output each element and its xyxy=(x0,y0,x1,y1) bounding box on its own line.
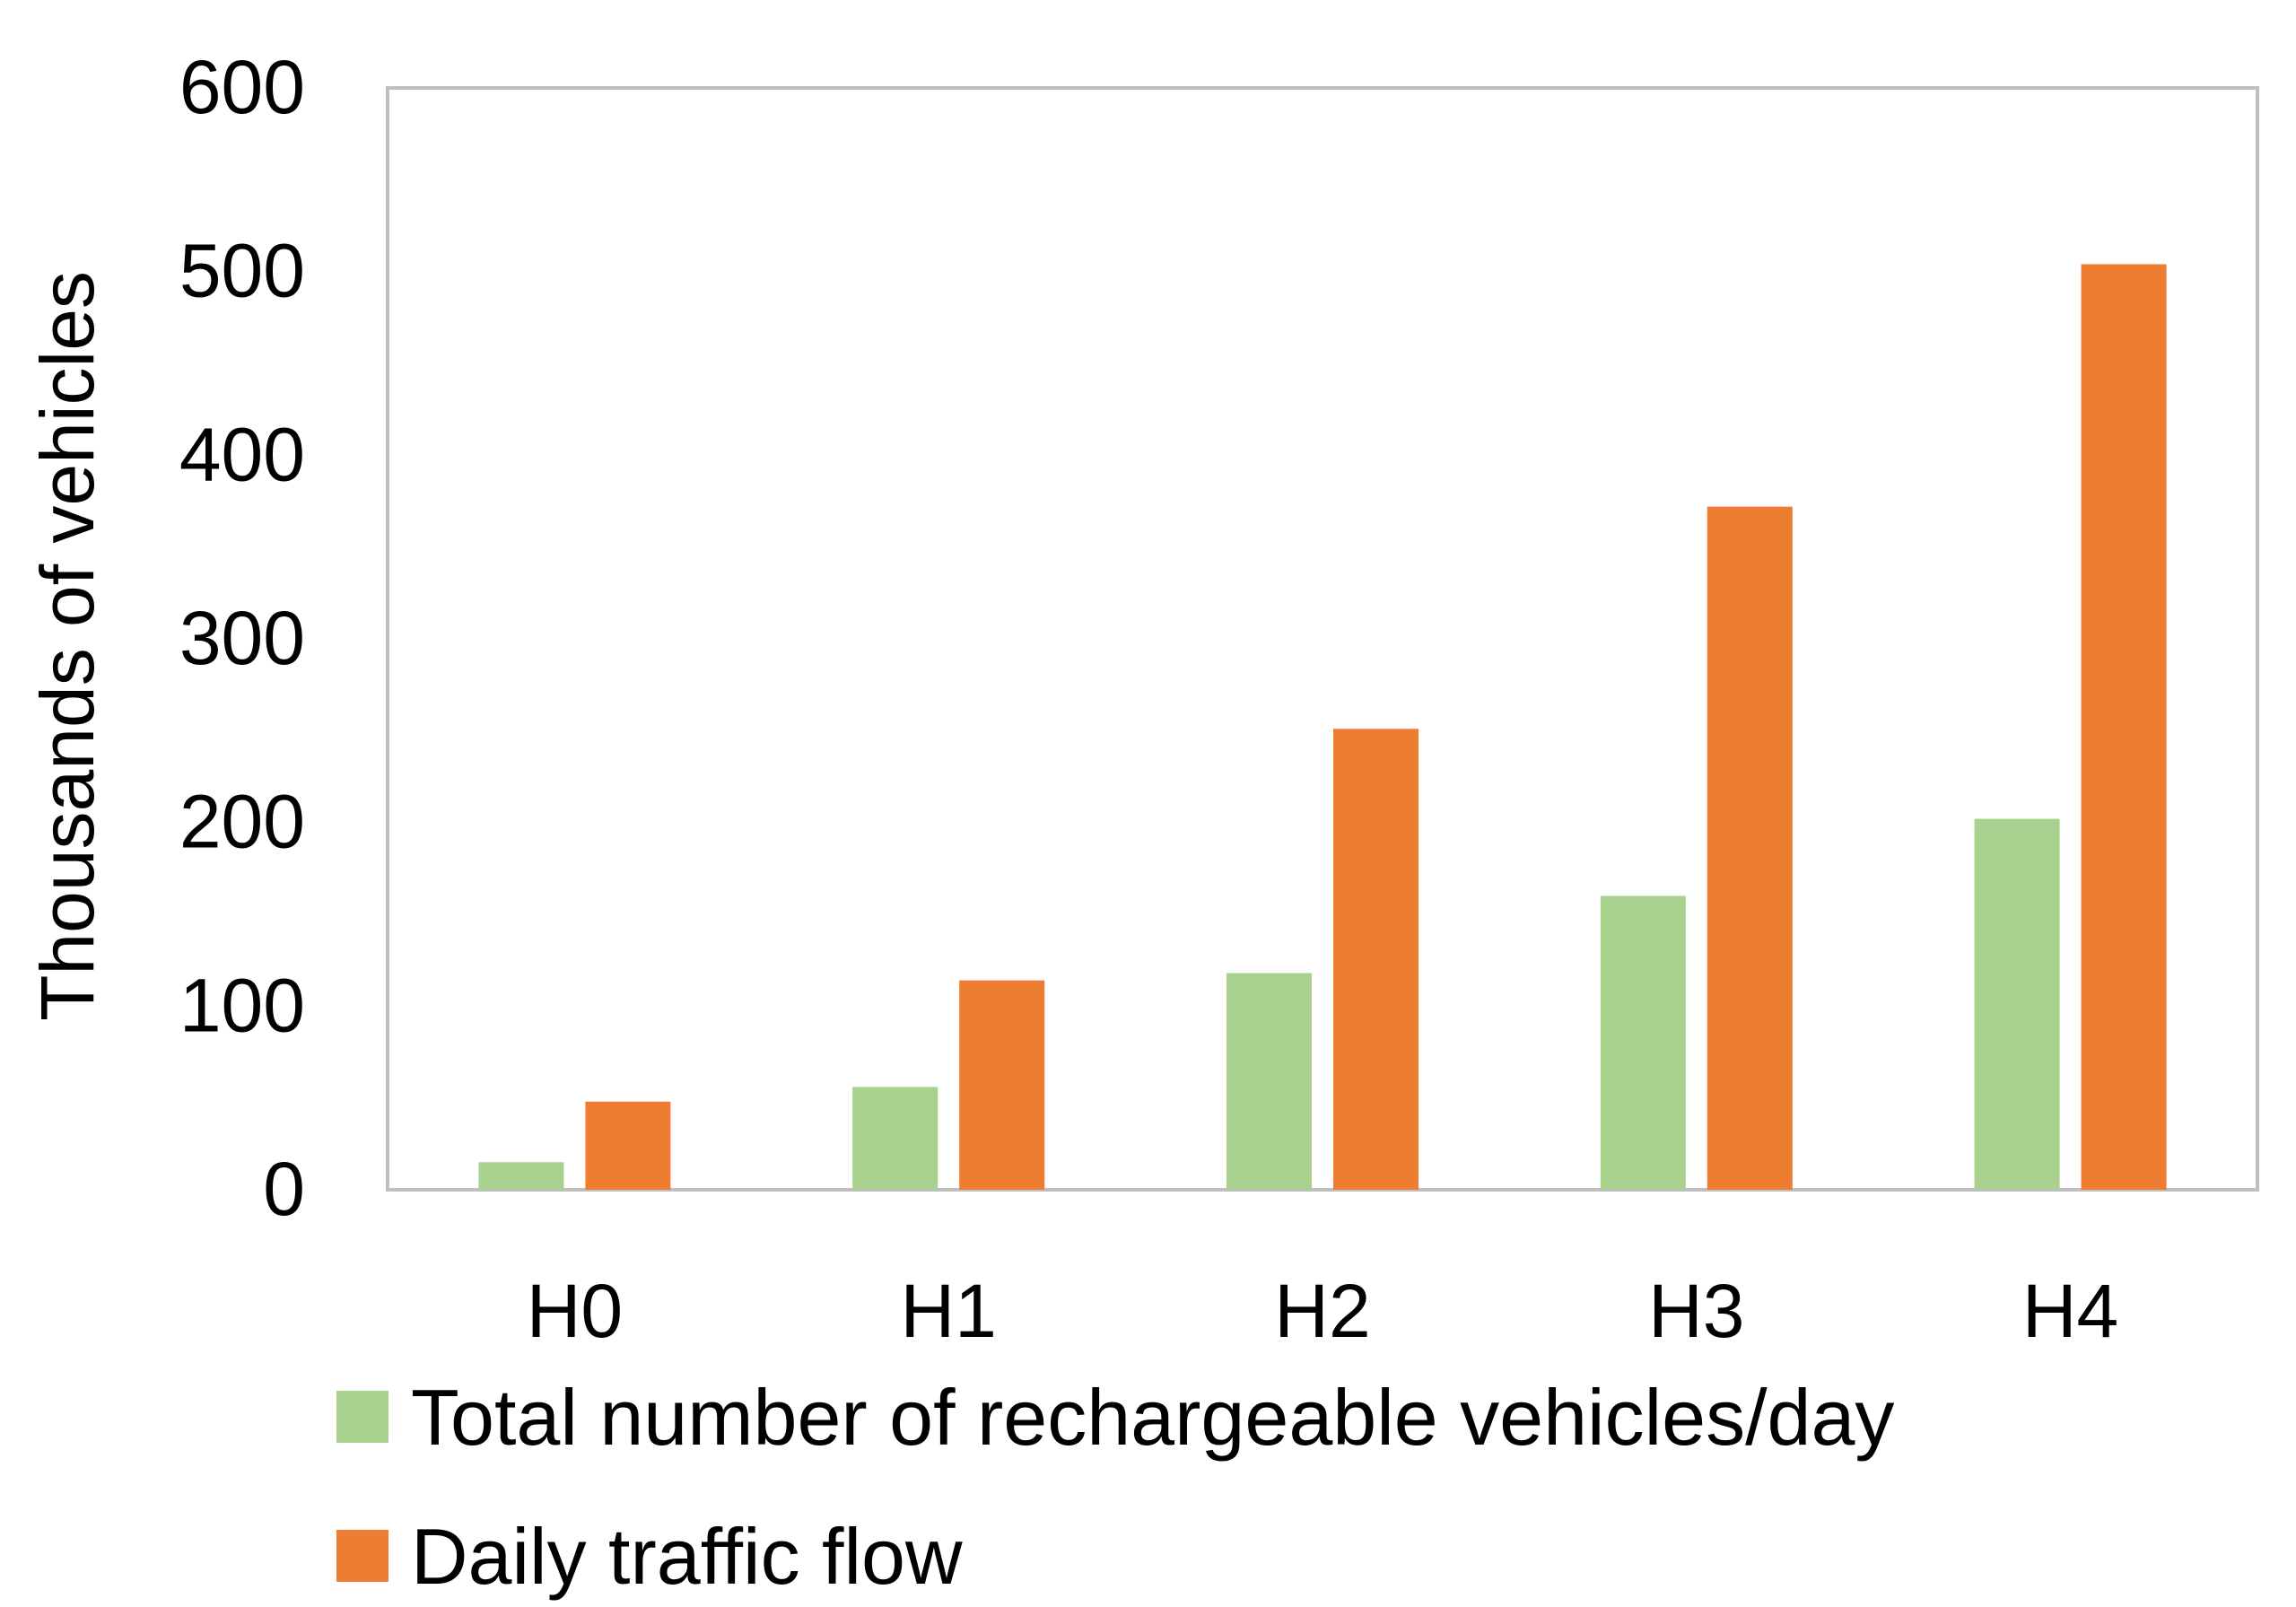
y-tick-label: 500 xyxy=(179,229,305,313)
bar-h1-series-1 xyxy=(852,1087,938,1190)
legend: Total number of rechargeable vehicles/da… xyxy=(336,1373,1894,1601)
y-tick-label: 600 xyxy=(179,45,305,129)
legend-label: Daily traffic flow xyxy=(411,1512,963,1601)
x-axis-ticks: H0 H1 H2 H3 H4 xyxy=(527,1269,2119,1353)
legend-label: Total number of rechargeable vehicles/da… xyxy=(411,1373,1894,1462)
bars xyxy=(478,264,2167,1191)
y-tick-label: 400 xyxy=(179,412,305,496)
legend-swatch xyxy=(336,1530,388,1582)
y-axis-title: Thousands of vehicles xyxy=(25,271,109,1021)
y-tick-label: 300 xyxy=(179,596,305,680)
plot-area-frame xyxy=(386,86,2259,1192)
bar-h4-series-1 xyxy=(1974,818,2060,1190)
x-tick-label: H3 xyxy=(1648,1269,1744,1353)
bar-h3-series-2 xyxy=(1707,506,1793,1190)
y-tick-label: 0 xyxy=(263,1147,305,1231)
bar-h3-series-1 xyxy=(1600,895,1686,1190)
y-axis-ticks: 0 100 200 300 400 500 600 xyxy=(179,45,305,1231)
bar-h0-series-1 xyxy=(478,1162,564,1190)
bar-h2-series-2 xyxy=(1333,729,1419,1190)
legend-swatch xyxy=(336,1391,388,1443)
y-tick-label: 100 xyxy=(179,963,305,1047)
bar-h0-series-2 xyxy=(585,1101,671,1190)
x-tick-label: H0 xyxy=(527,1269,623,1353)
y-tick-label: 200 xyxy=(179,780,305,864)
x-tick-label: H2 xyxy=(1274,1269,1370,1353)
x-tick-label: H1 xyxy=(901,1269,997,1353)
x-tick-label: H4 xyxy=(2022,1269,2118,1353)
bar-h4-series-2 xyxy=(2081,264,2167,1191)
bar-h1-series-2 xyxy=(959,980,1045,1190)
bar-h2-series-1 xyxy=(1227,973,1312,1190)
